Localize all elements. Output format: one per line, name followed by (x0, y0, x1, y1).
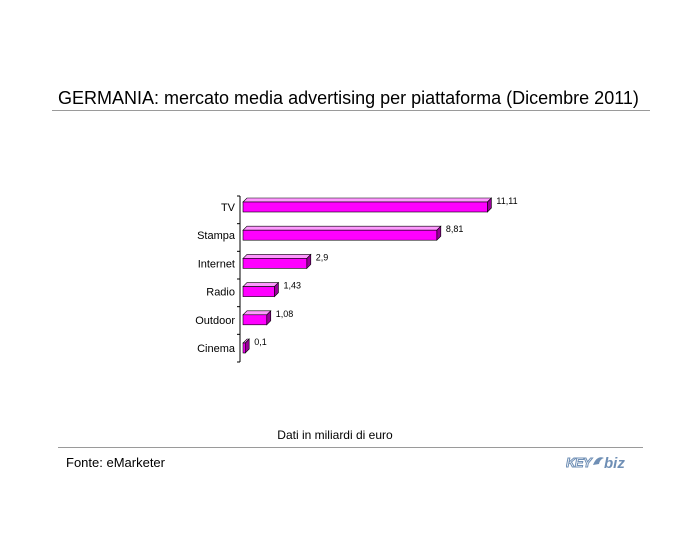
footer-divider (58, 447, 643, 448)
bar-top-face (242, 310, 272, 316)
bar-cinema (242, 342, 246, 354)
category-label: Internet (198, 258, 235, 270)
bar-stampa (242, 229, 438, 241)
data-label: 1,43 (283, 281, 301, 291)
data-label: 11,11 (496, 196, 517, 206)
bar-radio (242, 286, 275, 297)
data-label: 1,08 (276, 309, 294, 319)
bar-top-face (242, 197, 493, 203)
chart-title: GERMANIA: mercato media advertising per … (58, 88, 639, 108)
source-label: Fonte: eMarketer (66, 455, 165, 470)
data-label: 0,1 (254, 337, 267, 347)
bar-top-face (242, 282, 280, 287)
units-note: Dati in miliardi di euro (277, 428, 393, 442)
category-label: Cinema (197, 343, 236, 355)
category-label: Radio (206, 287, 235, 299)
category-label: TV (221, 202, 236, 214)
category-label: Outdoor (195, 315, 235, 327)
bar-internet (242, 258, 308, 269)
data-label: 2,9 (316, 252, 329, 262)
bar-outdoor (242, 314, 268, 326)
bar-tv (242, 201, 488, 213)
labels-layer: TV 11,11 Stampa 8,81 Internet 2,9 Radio 1,43 Out… (195, 196, 517, 355)
bars-layer (242, 197, 493, 354)
data-label: 8,81 (446, 224, 464, 234)
bar-top-face (242, 254, 312, 259)
axis-layer (237, 195, 241, 363)
bar-top-face (242, 225, 442, 231)
key4biz-logo-icon: KEY biz (566, 455, 625, 473)
category-label: Stampa (197, 230, 236, 242)
svg-text:biz: biz (604, 455, 625, 472)
svg-text:KEY: KEY (566, 455, 593, 470)
title-divider (52, 110, 650, 111)
